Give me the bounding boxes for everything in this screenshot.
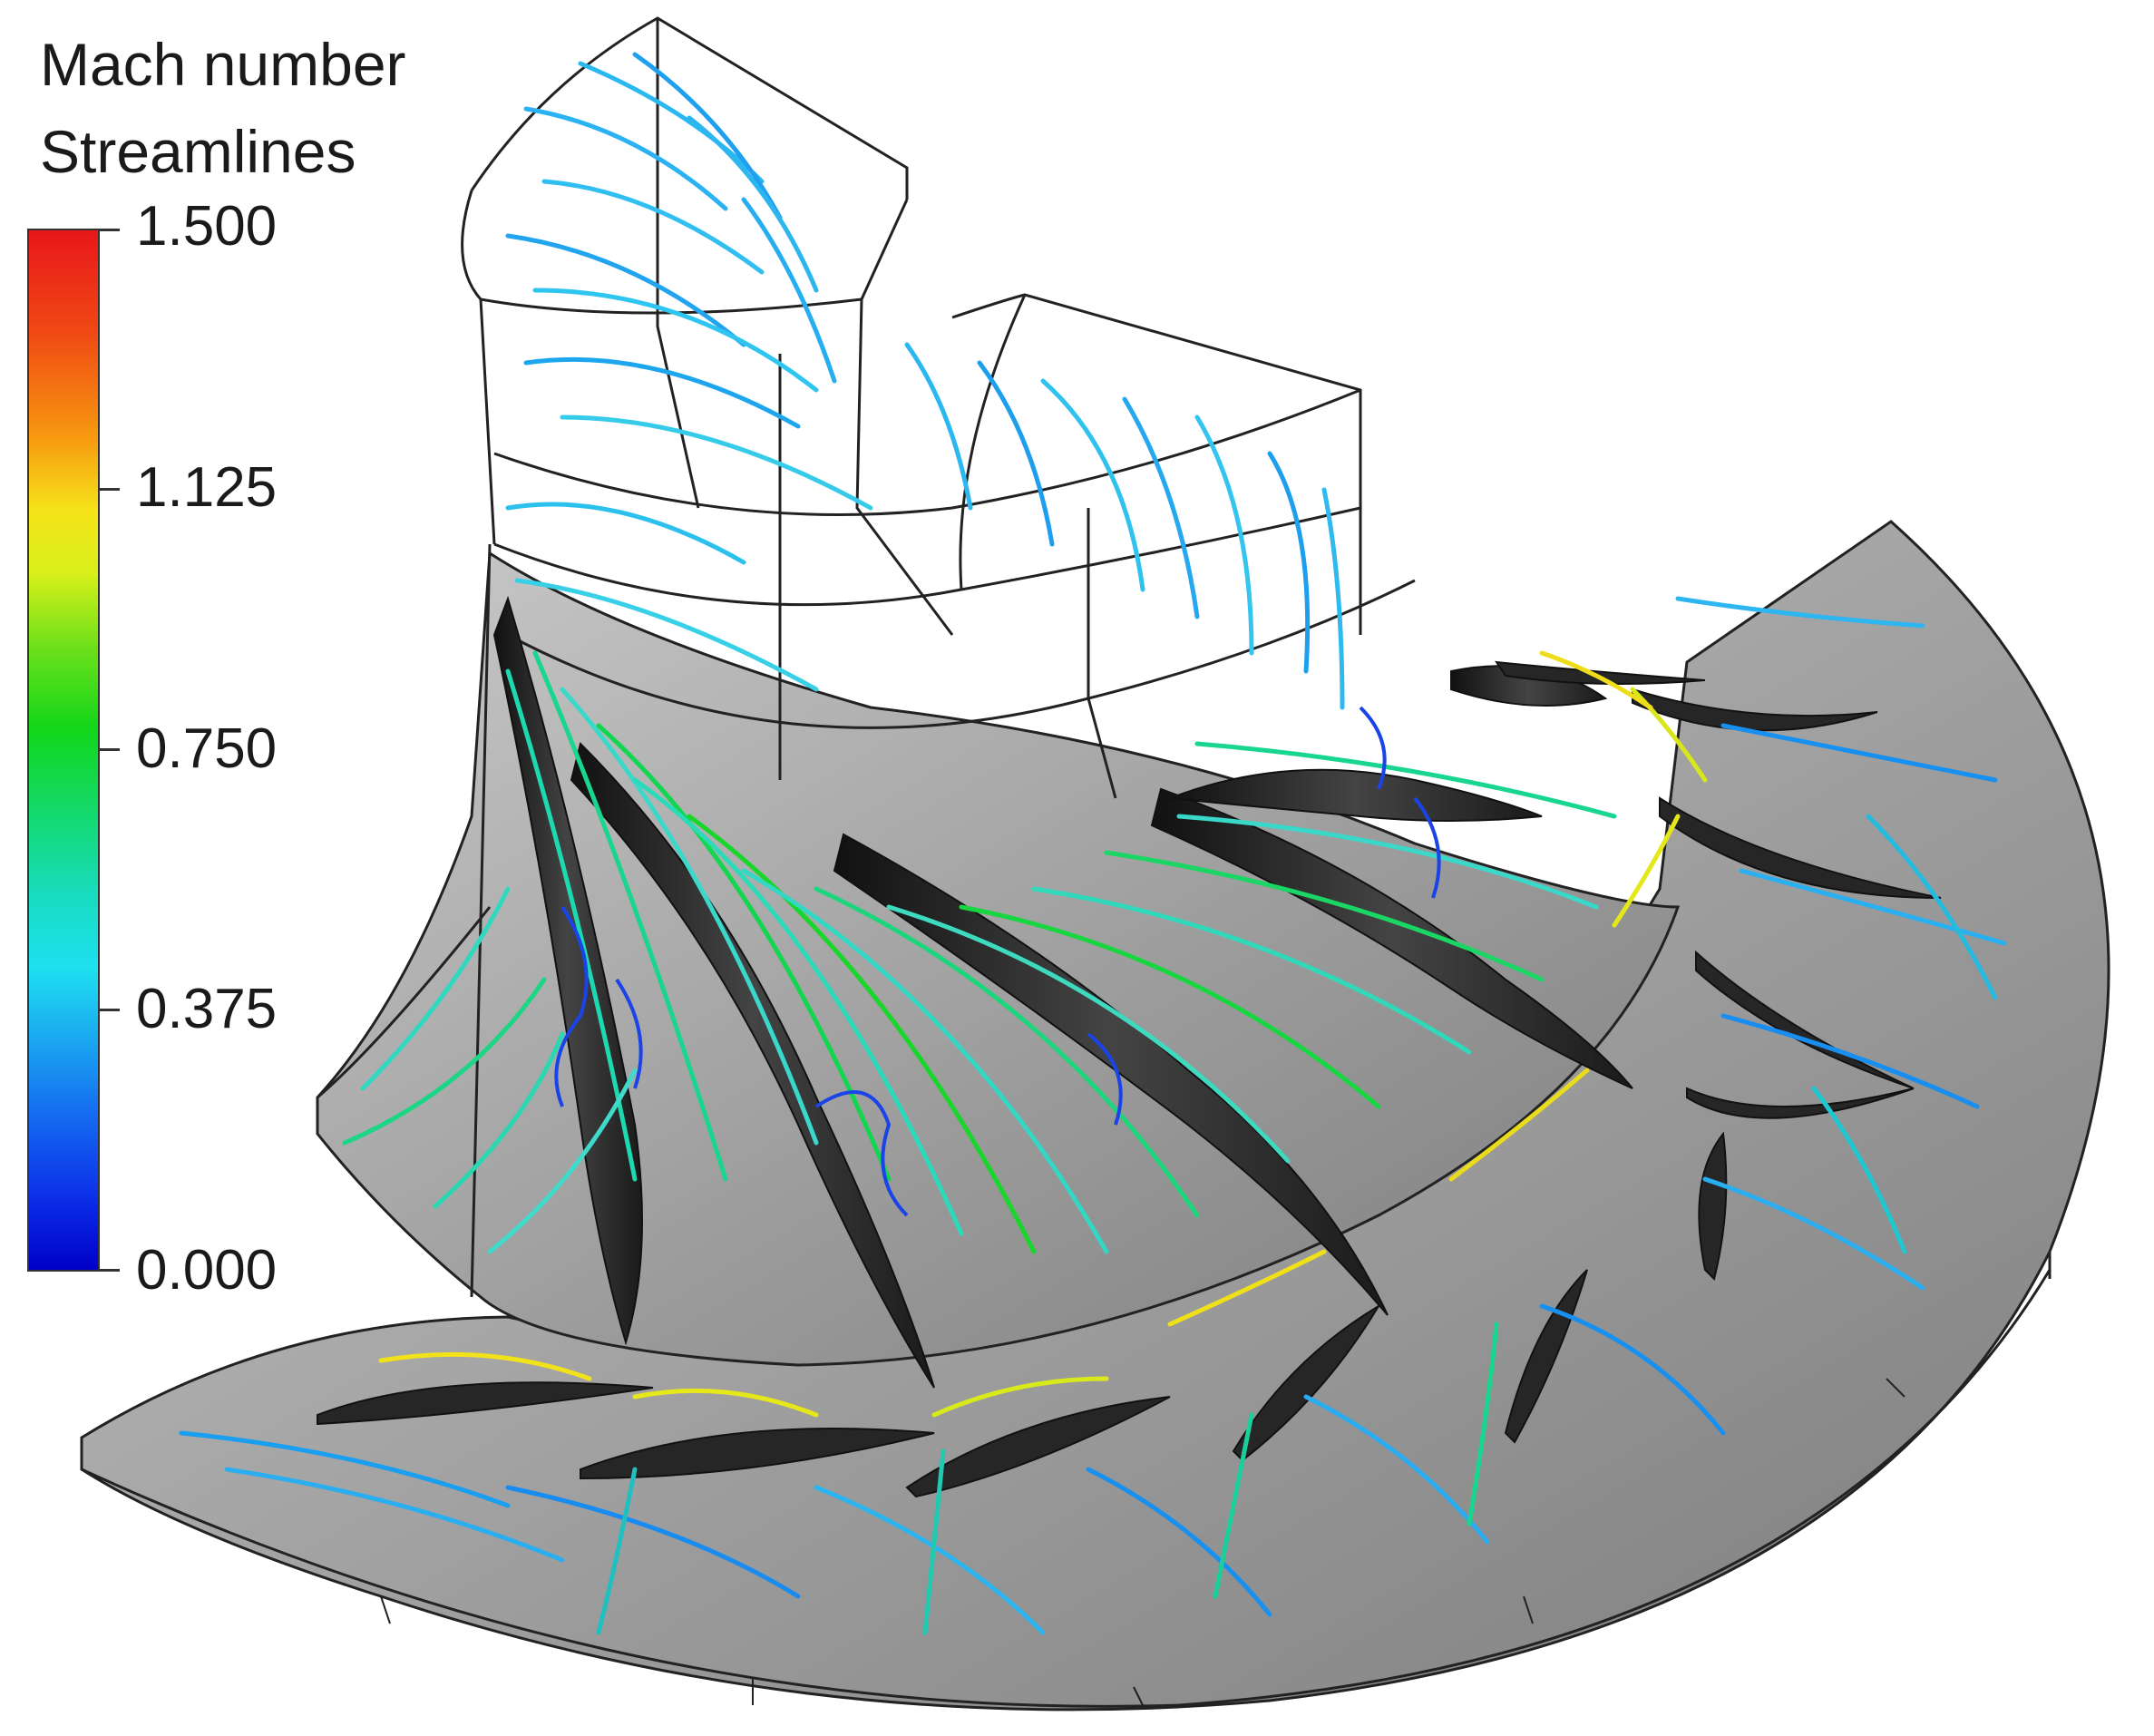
streamlines-recirculation xyxy=(554,706,1441,1217)
colorbar-tick-label-max: 1.500 xyxy=(136,195,278,258)
colorbar-tick-label-min: 0.000 xyxy=(136,1239,278,1302)
colorbar-tick-label: 0.375 xyxy=(136,978,278,1040)
colorbar-tick-label: 1.125 xyxy=(136,456,278,519)
diffuser-vanes xyxy=(317,660,1942,1498)
streamlines-diffuser xyxy=(179,596,2007,1635)
diffuser-dividers xyxy=(380,1378,1905,1706)
inlet-wireframe xyxy=(317,16,1416,1298)
mach-number-colorbar xyxy=(27,229,100,1272)
colorbar-tick-mark xyxy=(100,229,120,231)
legend-title-streamlines: Streamlines xyxy=(40,118,356,185)
colorbar-tick-mark xyxy=(100,748,120,751)
legend-title-mach-number: Mach number xyxy=(40,31,406,98)
colorbar-tick-mark xyxy=(100,488,120,491)
colorbar-tick-label: 0.750 xyxy=(136,717,278,780)
impeller-blades xyxy=(492,595,1633,1389)
streamlines-inlet xyxy=(505,52,1345,710)
streamlines-impeller xyxy=(342,650,1617,1254)
colorbar-tick-mark xyxy=(100,1009,120,1011)
colorbar-tick-mark xyxy=(100,1269,120,1272)
